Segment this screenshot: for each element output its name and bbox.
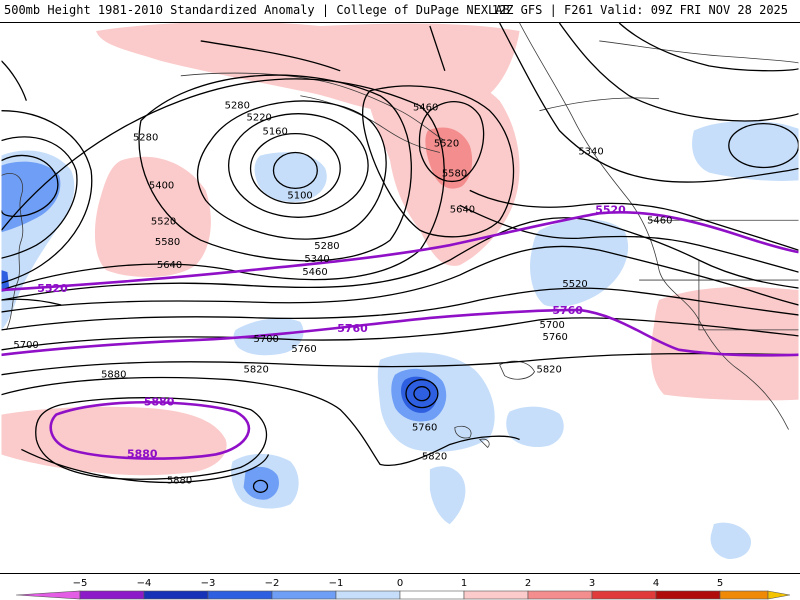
highlight-contour-labels: 5520 5520 5760 5760 5880 5880	[37, 203, 626, 460]
strong-positive-anomaly	[425, 127, 473, 189]
colorbar-swatch	[79, 590, 145, 600]
contour-label: 5700	[539, 320, 564, 331]
tick-label: −3	[201, 578, 216, 589]
strong-negative-anomaly-core	[1, 270, 438, 413]
highlight-contour-label: 5880	[144, 396, 175, 409]
contour-label: 5100	[287, 190, 312, 201]
contour-label: 5280	[314, 241, 339, 252]
contour-label: 5700	[13, 340, 38, 351]
colorbar-swatch	[655, 590, 721, 600]
contour-label: 5520	[434, 139, 459, 150]
contour-label: 5760	[412, 423, 437, 434]
model-run-info: 12Z GFS | F261 Valid: 09Z FRI NOV 28 202…	[491, 3, 788, 17]
contour-label: 5880	[101, 370, 126, 381]
contour-label: 5820	[537, 365, 562, 376]
contour-label: 5340	[304, 254, 329, 265]
contour-label: 5580	[442, 168, 467, 179]
contour-label: 5820	[244, 365, 269, 376]
contour-label: 5160	[263, 127, 288, 138]
chart-header: 500mb Height 1981-2010 Standardized Anom…	[0, 0, 800, 22]
colorbar-swatch	[591, 590, 657, 600]
tick-label: −2	[265, 578, 280, 589]
colorbar-swatch	[399, 590, 465, 600]
chart-title: 500mb Height 1981-2010 Standardized Anom…	[4, 3, 510, 17]
contour-label: 5280	[225, 101, 250, 112]
colorbar-swatch	[463, 590, 529, 600]
contour-label: 5700	[254, 334, 279, 345]
highlight-contour-label: 5760	[337, 322, 368, 335]
contour-label: 5460	[647, 215, 672, 226]
contour-label: 5820	[422, 451, 447, 462]
contour-label: 5640	[450, 204, 475, 215]
contour-label: 5280	[133, 133, 158, 144]
contour-label: 5520	[151, 216, 176, 227]
colorbar-swatch	[143, 590, 209, 600]
coastlines	[1, 23, 799, 449]
colorbar-swatch	[335, 590, 401, 600]
tick-label: 3	[589, 578, 595, 589]
contour-label: 5340	[578, 147, 603, 158]
colorbar-swatch	[207, 590, 273, 600]
contour-label: 5760	[542, 332, 567, 343]
colorbar-ticks: −5 −4 −3 −2 −1 0 1 2 3 4 5	[73, 578, 724, 589]
weather-map: 5280 5220 5160 5280 5400 5100 5460 5520 …	[0, 22, 800, 574]
colorbar-swatch	[767, 590, 791, 600]
highlight-contour-label: 5520	[37, 282, 68, 295]
anomaly-colorbar: −5 −4 −3 −2 −1 0 1 2 3 4 5	[0, 574, 800, 600]
contour-label: 5520	[562, 279, 587, 290]
highlight-contours	[1, 211, 799, 460]
tick-label: −1	[329, 578, 344, 589]
tick-label: 2	[525, 578, 531, 589]
contour-label: 5580	[155, 237, 180, 248]
highlight-contour-label: 5880	[127, 447, 158, 460]
tick-label: −4	[137, 578, 152, 589]
colorbar-swatch	[15, 590, 81, 600]
highlight-contour-label: 5760	[552, 304, 583, 317]
contour-label: 5460	[413, 103, 438, 114]
colorbar-swatches	[15, 590, 791, 600]
contour-label: 5640	[157, 260, 182, 271]
contour-label: 5880	[167, 475, 192, 486]
tick-label: 5	[717, 578, 723, 589]
contour-label: 5220	[247, 113, 272, 124]
colorbar-swatch	[271, 590, 337, 600]
height-contours	[1, 23, 799, 493]
colorbar-swatch	[719, 590, 769, 600]
contour-labels: 5280 5220 5160 5280 5400 5100 5460 5520 …	[13, 101, 672, 487]
contour-label: 5460	[302, 267, 327, 278]
tick-label: −5	[73, 578, 88, 589]
tick-label: 0	[397, 578, 403, 589]
highlight-contour-label: 5520	[595, 203, 626, 216]
contour-label: 5400	[149, 180, 174, 191]
tick-label: 4	[653, 578, 659, 589]
tick-label: 1	[461, 578, 467, 589]
contour-label: 5760	[291, 344, 316, 355]
colorbar-swatch	[527, 590, 593, 600]
